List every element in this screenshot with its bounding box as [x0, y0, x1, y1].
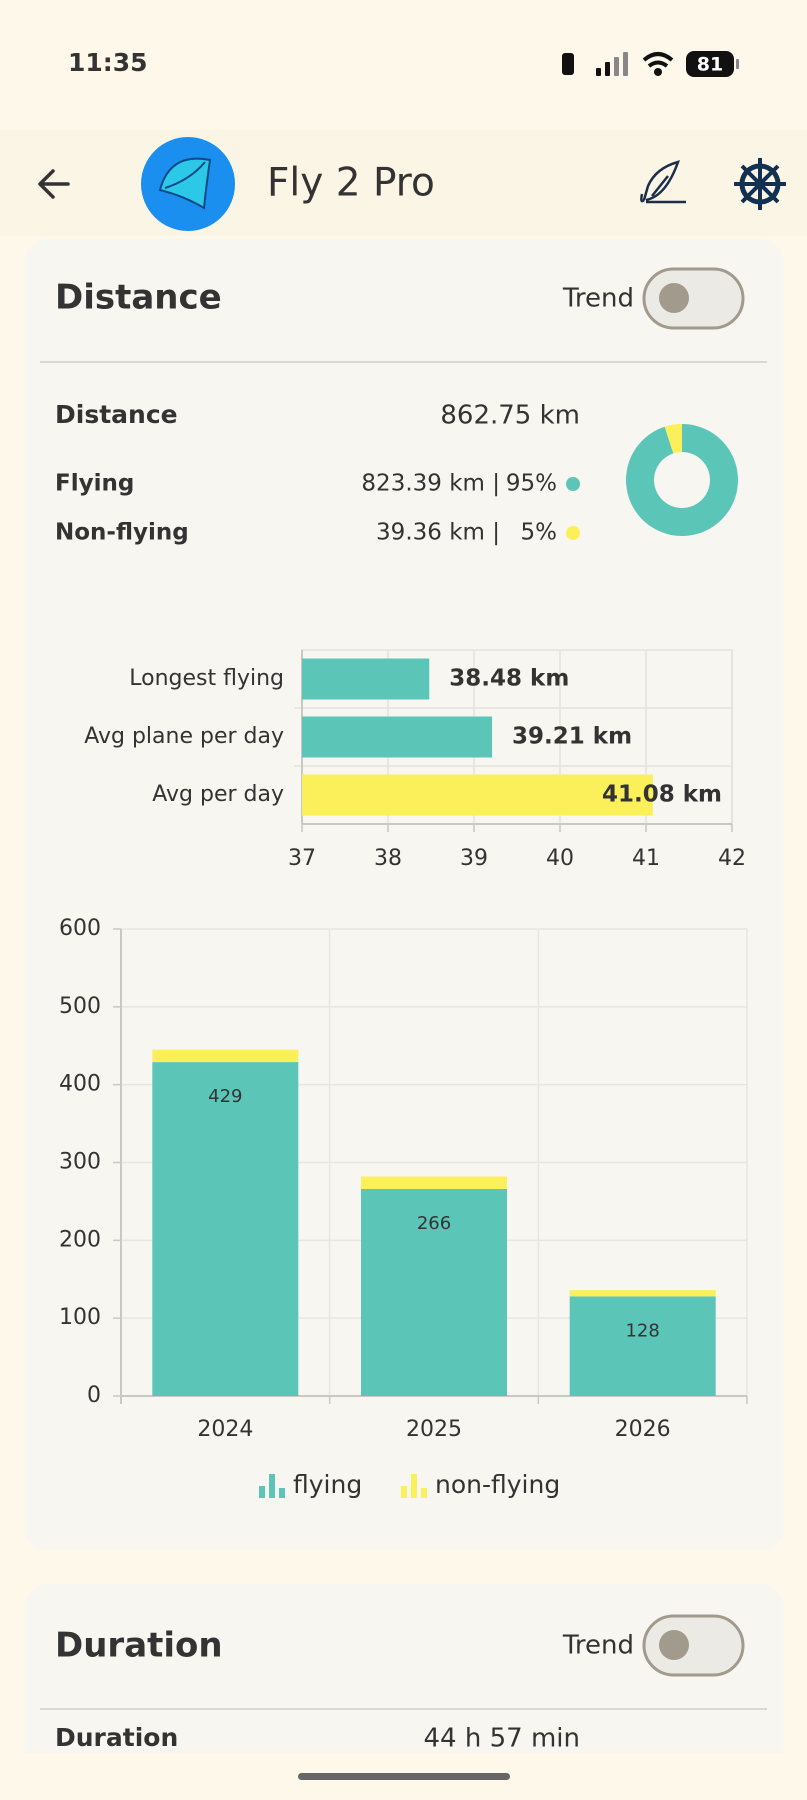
- data-label: 429: [208, 1086, 242, 1107]
- home-indicator: [298, 1773, 510, 1780]
- row-label: Flying: [55, 471, 134, 497]
- bar: [302, 774, 653, 816]
- y-tick-label: 500: [59, 994, 101, 1019]
- legend-label: non-flying: [435, 1470, 560, 1499]
- bar-segment: [152, 1062, 299, 1396]
- bar-segment: [569, 1290, 716, 1297]
- summary-label: Duration: [55, 1723, 178, 1752]
- legend-icon: [259, 1486, 265, 1498]
- donut-slice: [626, 424, 739, 536]
- status-time: 11:35: [68, 48, 148, 77]
- summary-label: Distance: [55, 400, 178, 429]
- data-label: 38.48 km: [449, 666, 569, 692]
- legend-label: flying: [293, 1470, 362, 1499]
- duration-card: [25, 1584, 783, 1800]
- battery-level: 81: [697, 54, 723, 76]
- row-value: 823.39 km |: [361, 471, 500, 497]
- x-tick-label: 39: [460, 846, 488, 871]
- row-value: 39.36 km |: [376, 520, 500, 546]
- x-tick-label: 37: [288, 846, 316, 871]
- legend-icon: [279, 1488, 285, 1498]
- legend-icon: [421, 1488, 427, 1498]
- x-tick-label: 2024: [197, 1417, 253, 1442]
- y-tick-label: 200: [59, 1227, 101, 1252]
- trend-label: Trend: [562, 284, 634, 314]
- legend-dot: [566, 477, 580, 491]
- app-logo: [141, 137, 235, 231]
- data-label: 266: [417, 1213, 451, 1234]
- bar-segment: [569, 1296, 716, 1396]
- bar: [302, 658, 430, 700]
- x-tick-label: 42: [718, 846, 746, 871]
- donut-slice: [664, 424, 682, 454]
- legend-icon: [401, 1486, 407, 1498]
- row-percent: 5%: [521, 520, 558, 546]
- x-tick-label: 2025: [406, 1417, 462, 1442]
- y-tick-label: Longest flying: [129, 666, 284, 691]
- y-tick-label: 100: [59, 1305, 101, 1330]
- status-icons: [562, 51, 739, 77]
- app-header: [0, 130, 807, 236]
- card-title: Distance: [55, 278, 222, 318]
- trend-toggle[interactable]: [642, 1614, 745, 1677]
- row-percent: 95%: [506, 471, 557, 497]
- bar-segment: [361, 1188, 507, 1396]
- data-label: 41.08 km: [602, 782, 722, 808]
- legend-icon: [269, 1474, 275, 1498]
- x-tick-label: 38: [374, 846, 402, 871]
- x-tick-label: 40: [546, 846, 574, 871]
- y-tick-label: 600: [59, 916, 101, 941]
- data-label: 128: [625, 1320, 659, 1341]
- charts: 37 38 39 40 41 42 Longest flying 38.48 km Avg pl…: [59, 424, 748, 1499]
- log-button[interactable]: [640, 160, 686, 204]
- summary-value: 44 h 57 min: [424, 1724, 580, 1754]
- x-tick-label: 2026: [615, 1417, 671, 1442]
- settings-button[interactable]: [734, 158, 786, 210]
- trend-toggle[interactable]: [642, 267, 745, 330]
- y-tick-label: 0: [87, 1383, 101, 1408]
- legend-icon: [411, 1474, 417, 1498]
- summary-value: 862.75 km: [440, 401, 580, 431]
- y-tick-label: Avg per day: [152, 782, 284, 807]
- app-title: Fly 2 Pro: [267, 161, 435, 206]
- trend-label: Trend: [562, 1631, 634, 1661]
- bar-segment: [152, 1049, 299, 1063]
- legend-dot: [566, 526, 580, 540]
- y-tick-label: 300: [59, 1150, 101, 1175]
- bar: [302, 716, 493, 758]
- x-tick-label: 41: [632, 846, 660, 871]
- back-button[interactable]: [38, 169, 70, 199]
- bar-segment: [361, 1176, 507, 1189]
- y-tick-label: 400: [59, 1072, 101, 1097]
- data-label: 39.21 km: [512, 724, 632, 750]
- row-label: Non-flying: [55, 520, 189, 546]
- card-title: Duration: [55, 1626, 223, 1666]
- y-tick-label: Avg plane per day: [84, 724, 284, 749]
